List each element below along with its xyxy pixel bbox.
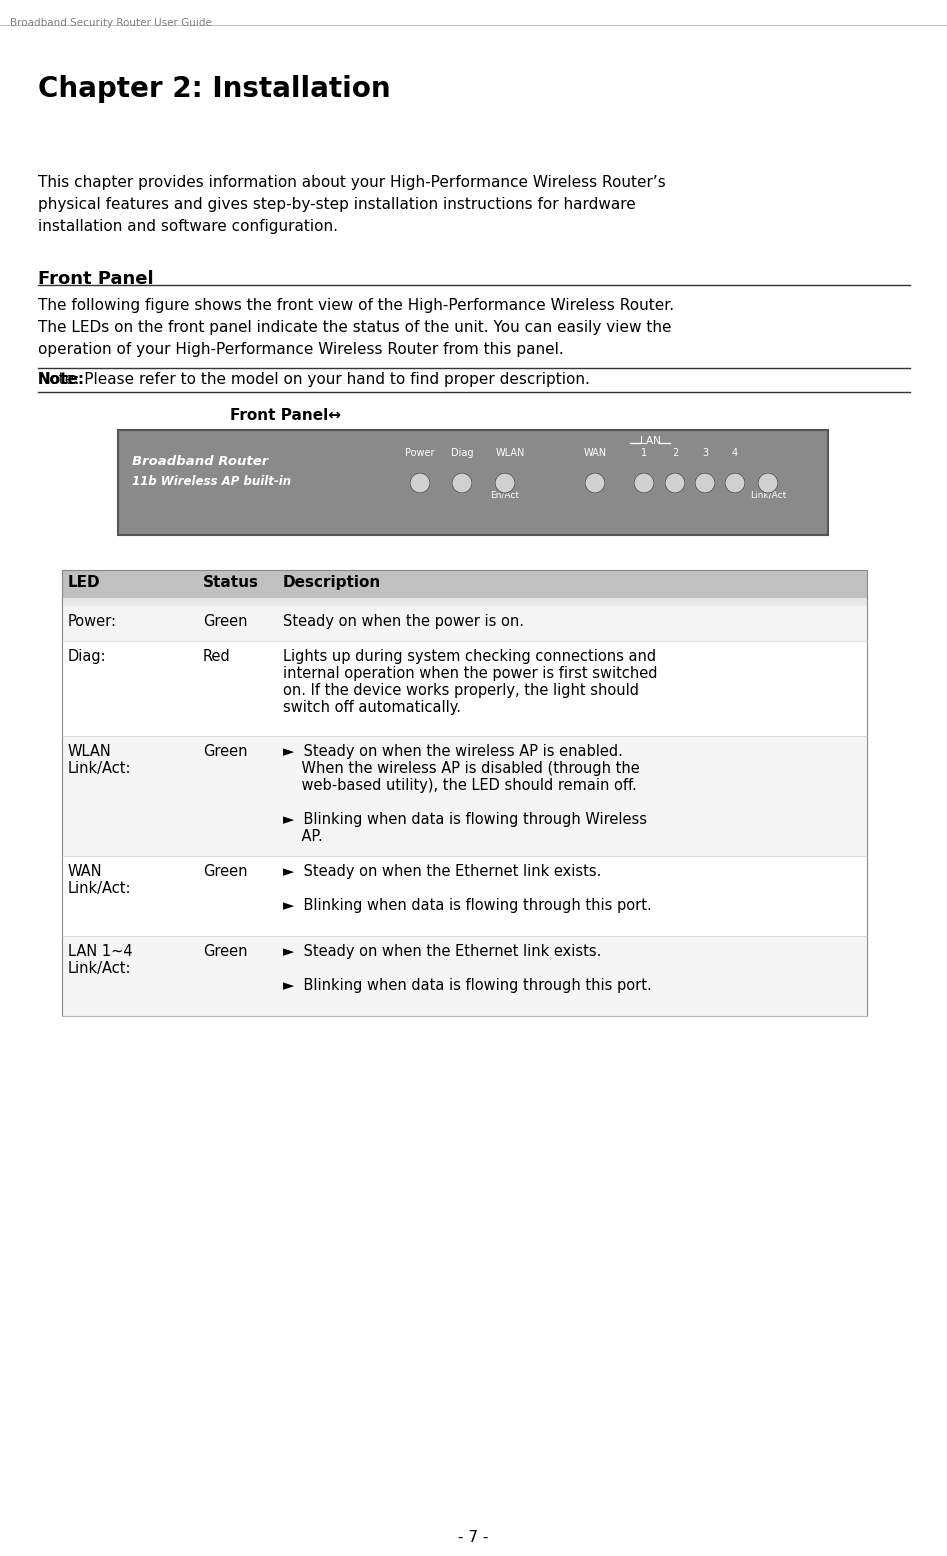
Text: AP.: AP. xyxy=(283,829,323,843)
Text: 1: 1 xyxy=(641,448,647,457)
Circle shape xyxy=(634,473,654,493)
FancyBboxPatch shape xyxy=(118,429,828,535)
Text: physical features and gives step-by-step installation instructions for hardware: physical features and gives step-by-step… xyxy=(38,198,635,212)
Text: This chapter provides information about your High-Performance Wireless Router’s: This chapter provides information about … xyxy=(38,174,666,190)
Bar xyxy=(62,569,867,1016)
Circle shape xyxy=(665,473,685,493)
Text: Green: Green xyxy=(203,864,247,879)
Text: WAN: WAN xyxy=(583,448,607,457)
Text: 11b Wireless AP built-in: 11b Wireless AP built-in xyxy=(132,475,291,489)
Text: Broadband Security Router User Guide: Broadband Security Router User Guide xyxy=(10,19,212,28)
Circle shape xyxy=(585,473,605,493)
Text: web-based utility), the LED should remain off.: web-based utility), the LED should remai… xyxy=(283,778,636,794)
Text: LAN: LAN xyxy=(639,436,660,447)
Circle shape xyxy=(758,473,778,493)
Text: ►  Steady on when the Ethernet link exists.: ► Steady on when the Ethernet link exist… xyxy=(283,944,601,958)
Bar xyxy=(62,598,867,605)
Text: ►  Blinking when data is flowing through Wireless: ► Blinking when data is flowing through … xyxy=(283,812,647,826)
Circle shape xyxy=(452,473,472,493)
Text: Power:: Power: xyxy=(68,615,117,629)
Text: Description: Description xyxy=(283,576,382,590)
Text: Red: Red xyxy=(203,649,231,664)
Text: Green: Green xyxy=(203,944,247,958)
Text: ►  Blinking when data is flowing through this port.: ► Blinking when data is flowing through … xyxy=(283,898,652,913)
Text: Link/Act:: Link/Act: xyxy=(68,761,132,776)
Text: Status: Status xyxy=(203,576,259,590)
Text: WAN: WAN xyxy=(68,864,102,879)
Text: Power: Power xyxy=(405,448,435,457)
Text: Steady on when the power is on.: Steady on when the power is on. xyxy=(283,615,524,629)
Text: on. If the device works properly, the light should: on. If the device works properly, the li… xyxy=(283,683,639,699)
Bar xyxy=(62,569,867,598)
Text: The following figure shows the front view of the High-Performance Wireless Route: The following figure shows the front vie… xyxy=(38,299,674,313)
Text: switch off automatically.: switch off automatically. xyxy=(283,700,461,716)
Bar xyxy=(62,605,867,641)
Text: Chapter 2: Installation: Chapter 2: Installation xyxy=(38,75,390,103)
Bar xyxy=(62,736,867,856)
Text: En/Act: En/Act xyxy=(491,490,520,499)
Text: ►  Blinking when data is flowing through this port.: ► Blinking when data is flowing through … xyxy=(283,979,652,993)
Text: The LEDs on the front panel indicate the status of the unit. You can easily view: The LEDs on the front panel indicate the… xyxy=(38,321,671,335)
Circle shape xyxy=(725,473,745,493)
Text: ►  Steady on when the Ethernet link exists.: ► Steady on when the Ethernet link exist… xyxy=(283,864,601,879)
Text: Lights up during system checking connections and: Lights up during system checking connect… xyxy=(283,649,656,664)
Circle shape xyxy=(695,473,715,493)
Text: When the wireless AP is disabled (through the: When the wireless AP is disabled (throug… xyxy=(283,761,640,776)
Text: Note:: Note: xyxy=(38,372,85,387)
Text: installation and software configuration.: installation and software configuration. xyxy=(38,219,338,233)
Text: LAN 1~4: LAN 1~4 xyxy=(68,944,133,958)
Text: Green: Green xyxy=(203,744,247,759)
Text: Front Panel: Front Panel xyxy=(38,271,153,288)
Text: Diag: Diag xyxy=(451,448,474,457)
Text: Note: Please refer to the model on your hand to find proper description.: Note: Please refer to the model on your … xyxy=(38,372,590,387)
Text: 4: 4 xyxy=(732,448,738,457)
Text: Broadband Router: Broadband Router xyxy=(132,454,268,468)
Text: WLAN: WLAN xyxy=(68,744,112,759)
Text: - 7 -: - 7 - xyxy=(458,1530,489,1545)
Circle shape xyxy=(410,473,430,493)
Text: WLAN: WLAN xyxy=(495,448,525,457)
Text: Diag:: Diag: xyxy=(68,649,107,664)
Text: Green: Green xyxy=(203,615,247,629)
Bar xyxy=(62,856,867,937)
Text: 3: 3 xyxy=(702,448,708,457)
Bar xyxy=(62,641,867,736)
Text: Link/Act: Link/Act xyxy=(750,490,786,499)
Text: ►  Steady on when the wireless AP is enabled.: ► Steady on when the wireless AP is enab… xyxy=(283,744,623,759)
Text: LED: LED xyxy=(68,576,100,590)
Text: Link/Act:: Link/Act: xyxy=(68,962,132,976)
Text: Front Panel↔: Front Panel↔ xyxy=(230,408,341,423)
Circle shape xyxy=(495,473,515,493)
Text: internal operation when the power is first switched: internal operation when the power is fir… xyxy=(283,666,657,682)
Text: Link/Act:: Link/Act: xyxy=(68,881,132,896)
Text: 2: 2 xyxy=(671,448,678,457)
Bar xyxy=(62,937,867,1016)
Text: operation of your High-Performance Wireless Router from this panel.: operation of your High-Performance Wirel… xyxy=(38,342,563,356)
